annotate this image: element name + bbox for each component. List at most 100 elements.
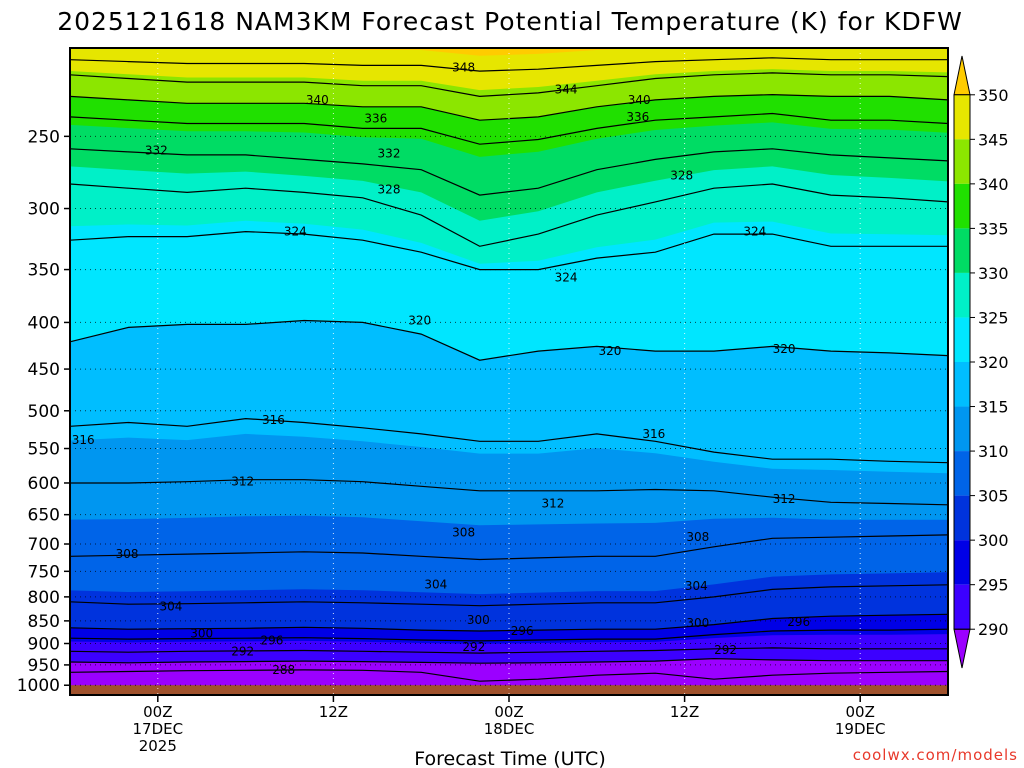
colorbar-label: 295: [978, 576, 1009, 595]
contour-label: 304: [685, 579, 708, 593]
isentrope-304: [69, 584, 949, 607]
colorbar-label: 340: [978, 175, 1009, 194]
x-tick-line: 2025: [139, 737, 177, 755]
contour-label: 292: [462, 640, 485, 654]
contour-label: 292: [714, 643, 737, 657]
colorbar-bottom-arrow: [953, 628, 971, 669]
colorbar-label: 310: [978, 442, 1009, 461]
colorbar-swatch: [954, 362, 970, 407]
colorbar-swatch: [954, 540, 970, 585]
y-tick-label: 750: [28, 562, 60, 582]
plot-area: 288 292 296 300 304 308 312 316 316 320 324 328 332 3…: [17, 47, 949, 755]
contour-label: 320: [773, 342, 796, 356]
colorbar-label: 350: [978, 86, 1009, 105]
y-tick-label: 400: [28, 313, 60, 333]
y-tick-label: 450: [28, 360, 60, 380]
contour-label: 304: [424, 577, 447, 591]
y-tick-label: 800: [28, 588, 60, 608]
isentrope-328: [69, 183, 949, 247]
isentrope-324: [69, 230, 948, 271]
isentrope-312: [70, 479, 949, 506]
colorbar-label: 345: [978, 130, 1009, 149]
contour-label: 308: [686, 530, 709, 544]
contour-label: 312: [773, 492, 796, 506]
y-tick-label: 650: [28, 506, 60, 526]
colorbar-swatch: [954, 183, 970, 229]
contour-label: 300: [190, 627, 213, 641]
y-tick-label: 900: [28, 635, 60, 655]
colorbar-swatch: [954, 228, 970, 273]
contour-label: 312: [231, 475, 254, 489]
contour-label: 328: [378, 183, 401, 197]
colorbar-swatch: [954, 317, 970, 362]
x-tick-line: 12Z: [670, 703, 699, 721]
colorbar-label: 305: [978, 487, 1009, 506]
colorbar-label: 300: [978, 531, 1009, 550]
y-tick-label: 950: [28, 656, 60, 676]
isentrope-336: [69, 112, 949, 145]
y-tick-label: 600: [28, 474, 60, 494]
isentrope-316: [69, 417, 949, 464]
x-tick-label: 12Z: [319, 703, 348, 721]
contour-label: 320: [599, 344, 622, 358]
colorbar-label: 325: [978, 308, 1009, 327]
isentrope-344: [69, 72, 949, 98]
credit-text: coolwx.com/models: [853, 746, 1018, 764]
x-tick-line: 00Z: [846, 703, 875, 721]
colorbar-label: 290: [978, 620, 1009, 639]
isentrope-288: [69, 669, 949, 682]
colorbar-label: 320: [978, 353, 1009, 372]
contour-label: 316: [262, 413, 285, 427]
x-tick-line: 00Z: [494, 703, 523, 721]
contour-label: 316: [72, 433, 95, 447]
contour-label: 320: [408, 313, 431, 327]
colorbar-swatch: [954, 272, 970, 318]
contour-label: 328: [670, 169, 693, 183]
x-tick-line: 17DEC: [133, 720, 184, 738]
contour-label: 308: [116, 547, 139, 561]
contour-label: 292: [231, 644, 254, 658]
contour-label: 340: [628, 93, 651, 107]
contour-label: 336: [364, 112, 387, 126]
colorbar: 350 345 340 335 330 325 320 315 310 305 300 295 290: [953, 55, 1009, 669]
colorbar-swatch: [954, 139, 970, 184]
y-tick-label: 350: [28, 261, 60, 281]
y-tick-label: 1000: [17, 676, 60, 696]
contour-label: 336: [626, 110, 649, 124]
contour-label: 344: [555, 82, 578, 96]
colorbar-top-arrow: [953, 55, 971, 96]
colorbar-label: 315: [978, 398, 1009, 417]
contour-label: 316: [642, 427, 665, 441]
x-tick-line: 19DEC: [835, 720, 886, 738]
ground: [70, 685, 948, 695]
contour-label: 332: [378, 146, 401, 160]
y-tick-label: 850: [28, 612, 60, 632]
contour-label: 296: [260, 633, 283, 647]
isentrope-296: [69, 628, 949, 642]
contour-label: 296: [511, 624, 534, 638]
colorbar-swatch: [954, 451, 970, 496]
contour-label: 348: [452, 60, 475, 74]
colorbar-swatch: [954, 94, 970, 140]
contour-label: 296: [787, 615, 810, 629]
colorbar-swatch: [954, 584, 970, 630]
contour-label: 300: [467, 613, 490, 627]
x-tick-label: 00Z 18DEC: [484, 703, 535, 738]
colorbar-swatch: [954, 495, 970, 541]
contour-label: 300: [686, 616, 709, 630]
contour-label: 304: [160, 600, 183, 614]
x-tick-line: 00Z: [143, 703, 172, 721]
isentrope-332: [69, 148, 949, 196]
contour-label: 332: [145, 143, 168, 157]
y-tick-label: 500: [28, 402, 60, 422]
x-tick-label: 00Z 17DEC 2025: [133, 703, 184, 755]
contour-label: 308: [452, 526, 475, 540]
contour-label: 288: [272, 663, 295, 677]
y-tick-label: 250: [28, 127, 60, 147]
x-axis-label: Forecast Time (UTC): [414, 748, 605, 768]
colorbar-label: 335: [978, 219, 1009, 238]
isentrope-348: [69, 57, 948, 72]
colorbar-label: 330: [978, 264, 1009, 283]
contour-label: 324: [284, 225, 307, 239]
